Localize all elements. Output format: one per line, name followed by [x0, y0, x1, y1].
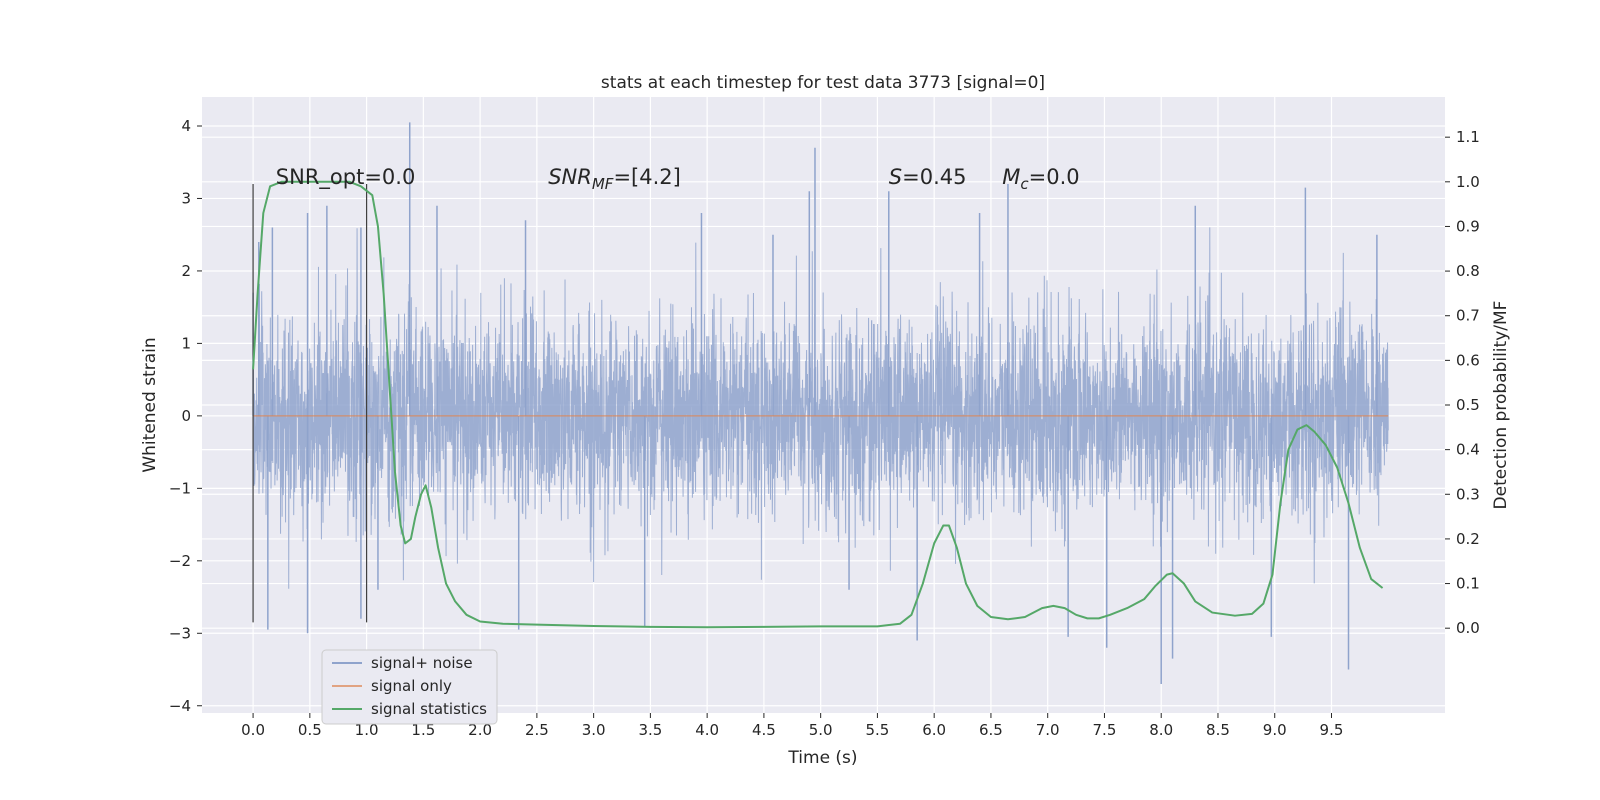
x-tick-label: 9.5 — [1320, 721, 1344, 739]
signal-statistics-line — [252, 180, 1384, 629]
y-tick-label: −1 — [169, 479, 191, 497]
y-axis-label: Whitened strain — [140, 337, 160, 472]
x-tick-label: 0.5 — [298, 721, 322, 739]
y-tick-label: 0 — [181, 407, 191, 425]
y2-tick-label: 0.8 — [1456, 262, 1480, 280]
y2-tick-label: 1.0 — [1456, 173, 1480, 191]
y2-tick-label: 0.7 — [1456, 307, 1480, 325]
x-tick-label: 9.0 — [1263, 721, 1287, 739]
y2-tick-label: 0.1 — [1456, 575, 1480, 593]
y-axis-ticks: 4 3 2 1 0 −1 −2 −3 −4 — [169, 117, 202, 715]
x-tick-label: 4.5 — [752, 721, 776, 739]
annotation-text: Mc=0.0 — [1002, 165, 1079, 193]
annotations: SNR_opt=0.0 SNRMF=[4.2] S=0.45 Mc=0.0 — [276, 165, 1080, 193]
x-tick-label: 8.5 — [1206, 721, 1230, 739]
y2-axis-ticks: 1.1 1.0 0.9 0.8 0.7 0.6 0.5 0.4 0.3 0.2 0.1 0.0 — [1445, 128, 1480, 637]
x-tick-label: 4.0 — [695, 721, 719, 739]
y-tick-label: −3 — [169, 624, 191, 642]
y2-tick-label: 0.6 — [1456, 351, 1480, 369]
x-tick-label: 2.0 — [468, 721, 492, 739]
legend-label-signal-statistics: signal statistics — [371, 700, 487, 718]
legend-label-signal-plus-noise: signal+ noise — [371, 654, 473, 672]
x-tick-label: 1.0 — [355, 721, 379, 739]
annotation-text: SNR_opt=0.0 — [276, 165, 416, 190]
y-tick-label: 2 — [181, 262, 191, 280]
series-signal-statistics — [252, 180, 1384, 629]
x-tick-label: 6.0 — [922, 721, 946, 739]
legend-label-signal-only: signal only — [371, 677, 452, 695]
x-tick-label: 2.5 — [525, 721, 549, 739]
x-tick-label: 1.5 — [411, 721, 435, 739]
x-tick-label: 3.0 — [582, 721, 606, 739]
y2-tick-label: 0.5 — [1456, 396, 1480, 414]
x-tick-label: 5.0 — [809, 721, 833, 739]
y2-tick-label: 1.1 — [1456, 128, 1480, 146]
y-tick-label: −2 — [169, 552, 191, 570]
x-axis-ticks: 0.0 0.5 1.0 1.5 2.0 2.5 3.0 3.5 4.0 4.5 5.0 5.5 6.0 6… — [241, 713, 1343, 739]
y2-tick-label: 0.3 — [1456, 485, 1480, 503]
x-tick-label: 5.5 — [865, 721, 889, 739]
x-tick-label: 3.5 — [638, 721, 662, 739]
x-axis-label: Time (s) — [787, 748, 857, 768]
y-tick-label: 1 — [181, 334, 191, 352]
signal-plus-noise-trace — [252, 227, 1389, 589]
x-tick-label: 7.0 — [1036, 721, 1060, 739]
y2-tick-label: 0.2 — [1456, 530, 1480, 548]
y2-axis-label: Detection probability/MF — [1491, 301, 1511, 510]
x-tick-label: 7.5 — [1093, 721, 1117, 739]
legend-box — [321, 649, 498, 725]
chart-title: stats at each timestep for test data 377… — [601, 73, 1045, 93]
x-tick-label: 6.5 — [979, 721, 1003, 739]
y2-tick-label: 0.9 — [1456, 217, 1480, 235]
legend: signal+ noise signal only signal statist… — [321, 649, 498, 725]
annotation-text: SNRMF=[4.2] — [548, 165, 681, 193]
y-tick-label: 3 — [181, 189, 191, 207]
x-tick-label: 0.0 — [241, 721, 265, 739]
annotation-text: S=0.45 — [889, 165, 967, 189]
vertical-markers — [252, 183, 368, 623]
y2-tick-label: 0.0 — [1456, 619, 1480, 637]
y2-tick-label: 0.4 — [1456, 441, 1480, 459]
y-tick-label: −4 — [169, 697, 191, 715]
x-tick-label: 8.0 — [1149, 721, 1173, 739]
y-tick-label: 4 — [181, 117, 191, 135]
